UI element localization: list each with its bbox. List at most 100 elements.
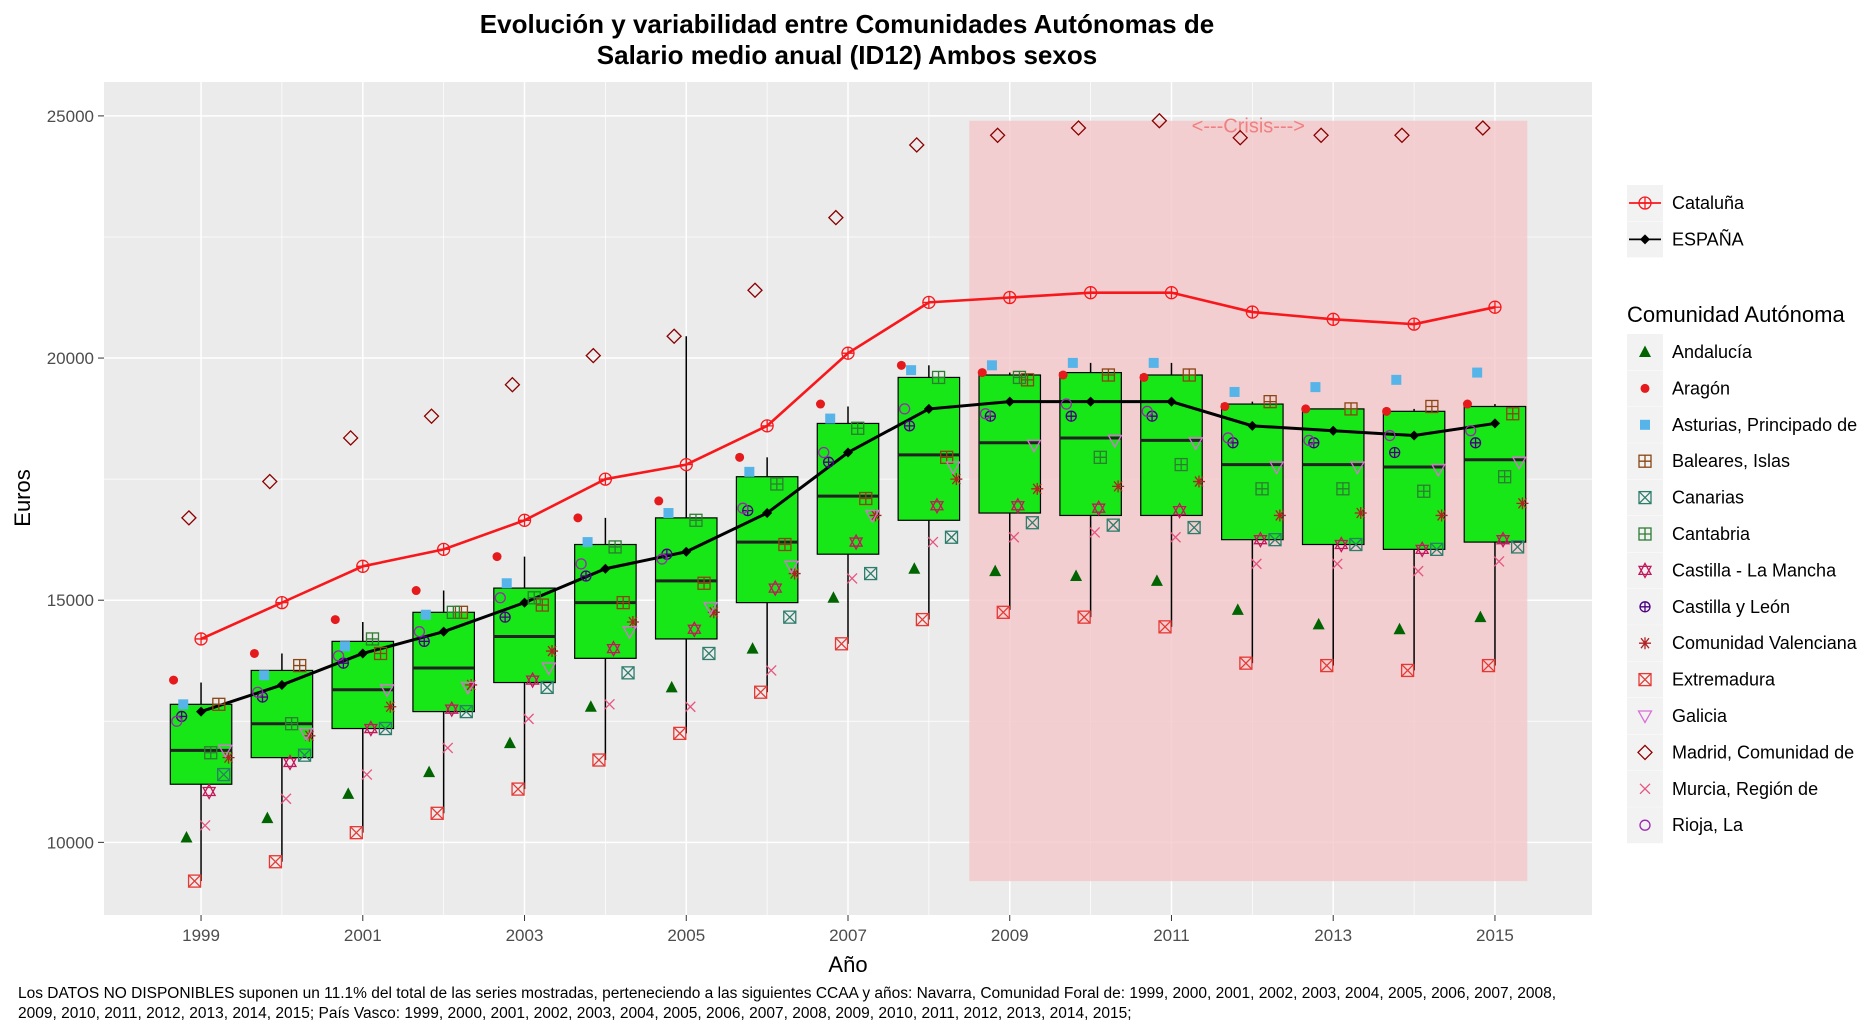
legend-entry-9: Extremadura (1627, 661, 1776, 698)
point-s5-2011 (1182, 368, 1196, 382)
point-s13-2004 (585, 347, 602, 364)
point-s7-2005 (689, 513, 703, 527)
point-s13-2012 (1232, 129, 1249, 146)
point-s11-2015 (1481, 658, 1496, 673)
x-axis-title: Año (828, 952, 867, 977)
point-s3-2013 (1301, 404, 1311, 414)
point-s14-2006 (765, 664, 777, 676)
point-s6-2011 (1187, 520, 1201, 535)
point-s10-2015 (1516, 497, 1529, 510)
legend-key-marker-3 (1638, 454, 1652, 468)
point-s10-2002 (465, 678, 478, 691)
point-s8-2002 (444, 700, 459, 718)
point-s3-2014 (1382, 406, 1392, 416)
legend-key-marker-7 (1639, 601, 1651, 613)
point-s10-2013 (1354, 507, 1367, 520)
point-s14-2010 (1089, 526, 1101, 538)
point-s6-2004 (621, 666, 635, 680)
point-s7-2004 (608, 540, 622, 554)
legend: Cataluña ESPAÑA Comunidad Autónoma Andalucí… (1627, 185, 1858, 844)
legend-key-marker-4 (1638, 490, 1652, 505)
point-s10-2012 (1273, 509, 1286, 522)
point-s15-2001 (332, 650, 345, 662)
point-s6-1999 (217, 767, 231, 782)
point-s11-2000 (268, 855, 283, 869)
point-s0-2009 (1003, 290, 1017, 305)
point-s11-2004 (592, 753, 606, 767)
crisis-label: <---Crisis---> (1192, 116, 1305, 138)
legend-entry-7: Castilla y León (1627, 588, 1790, 625)
legend-label-0: Andalucía (1672, 342, 1753, 362)
point-s0-2013 (1326, 312, 1340, 326)
point-s8-2000 (282, 754, 298, 771)
point-s15-2006 (737, 502, 749, 514)
legend-key-marker-h1 (1640, 234, 1650, 245)
point-s13-2008 (908, 137, 925, 153)
legend-key-bg-10 (1627, 698, 1663, 734)
point-s7-2013 (1336, 482, 1350, 496)
point-s4-2009 (986, 360, 997, 371)
legend-key-marker-6 (1637, 562, 1653, 579)
point-s14-2001 (361, 769, 373, 781)
point-s12-2006 (783, 560, 800, 575)
boxplot-2012 (1221, 401, 1284, 664)
point-s5-2003 (535, 598, 549, 612)
chart-svg: Evolución y variabilidad entre Comunidad… (10, 9, 1858, 977)
y-axis-title: Euros (10, 469, 35, 526)
legend-key-marker-9 (1638, 672, 1652, 687)
point-s3-2006 (735, 452, 745, 462)
y-tick-label-20000: 20000 (47, 349, 94, 368)
point-s6-2014 (1430, 542, 1444, 557)
point-s7-2012 (1255, 482, 1269, 496)
point-s11-2012 (1239, 656, 1253, 670)
point-s0-2002 (437, 542, 451, 557)
point-s12-2012 (1268, 461, 1285, 475)
point-s13-2010 (1070, 120, 1087, 136)
point-s11-2014 (1400, 663, 1415, 678)
box-2015 (1463, 405, 1527, 543)
point-s15-2004 (575, 558, 587, 570)
point-s12-2015 (1511, 456, 1527, 470)
point-s5-2007 (859, 491, 873, 506)
legend-key-marker-2 (1640, 419, 1650, 430)
point-s15-1999 (171, 715, 183, 727)
point-s3-2007 (816, 399, 826, 409)
point-s7-2006 (770, 477, 784, 491)
point-s14-2004 (603, 698, 615, 710)
point-s14-2011 (1170, 531, 1181, 543)
point-s1-2009 (1004, 396, 1015, 407)
chart-title-line1: Evolución y variabilidad entre Comunidad… (480, 9, 1214, 39)
y-tick-label-15000: 15000 (47, 591, 94, 610)
point-s3-2010 (1058, 370, 1068, 380)
point-s11-1999 (187, 874, 202, 888)
point-s10-1999 (222, 751, 235, 764)
legend-entry-10: Galicia (1627, 698, 1728, 734)
x-tick-label-2005: 2005 (667, 926, 705, 945)
point-s13-2007 (827, 209, 844, 226)
point-s12-2001 (379, 684, 395, 698)
point-s6-2001 (378, 721, 393, 736)
legend-entry-h0: Cataluña (1627, 185, 1745, 221)
point-s4-1999 (178, 699, 189, 710)
legend-key-marker-h0 (1638, 196, 1652, 210)
legend-label-h0: Cataluña (1672, 193, 1745, 213)
point-s5-1999 (212, 697, 226, 711)
point-s8-2014 (1415, 540, 1430, 558)
legend-label-4: Canarias (1672, 488, 1744, 508)
point-s11-2005 (673, 726, 687, 741)
point-s12-2009 (1026, 439, 1042, 454)
point-s14-2008 (927, 536, 939, 548)
point-s10-2006 (788, 567, 801, 580)
legend-entry-8: Comunidad Valenciana (1627, 625, 1858, 662)
point-s6-2013 (1349, 537, 1363, 552)
point-s3-2009 (977, 368, 987, 378)
legend-entry-4: Canarias (1627, 479, 1744, 516)
point-s1-2002 (438, 626, 449, 637)
point-s10-2004 (626, 615, 639, 628)
point-s6-2015 (1510, 540, 1525, 554)
point-s7-2008 (931, 370, 946, 385)
point-s13-2002 (423, 408, 440, 425)
point-s15-2002 (413, 626, 426, 638)
point-s9-2008 (903, 420, 916, 432)
point-s8-2010 (1091, 499, 1106, 517)
